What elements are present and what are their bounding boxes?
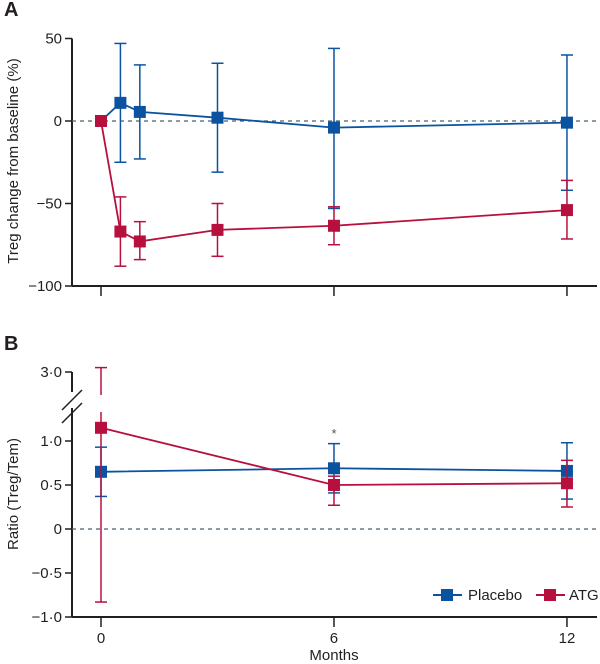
panel-b-y-tick-label: 1·0 xyxy=(40,433,62,450)
panel-a-atg-marker xyxy=(327,219,340,232)
panel-a-atg-marker xyxy=(560,204,573,217)
panel-b-x-tick-label: 6 xyxy=(330,630,338,647)
panel-a-placebo-marker xyxy=(114,96,127,109)
legend: Placebo ATG xyxy=(433,587,599,604)
panel-a-placebo-marker xyxy=(327,121,340,134)
panel-b-atg-marker xyxy=(327,479,340,491)
panel-b-x-tick-label: 0 xyxy=(97,630,105,647)
panel-b-y-tick-label: 0 xyxy=(54,521,62,538)
panel-a-placebo-marker xyxy=(133,105,146,118)
panel-a-y-tick-label: −50 xyxy=(37,196,62,213)
legend-atg-marker xyxy=(544,589,556,601)
significance-asterisk: * xyxy=(331,426,336,441)
panel-b-y-tick-label: −1·0 xyxy=(32,609,62,626)
axis-break-mark xyxy=(61,389,83,411)
panel-a-y-tick-label: 0 xyxy=(54,113,62,130)
panel-b-label: B xyxy=(4,333,18,355)
panel-a-y-axis-title: Treg change from baseline (%) xyxy=(5,58,22,263)
panel-a-atg-marker xyxy=(114,225,127,238)
panel-a-label: A xyxy=(4,0,18,21)
panel-a-atg-line xyxy=(100,120,568,243)
panel-b-y-tick-label: 3·0 xyxy=(40,364,62,381)
x-axis-title: Months xyxy=(309,647,358,664)
panel-a-atg-marker xyxy=(211,223,224,236)
panel-a-y-tick-label: −100 xyxy=(28,278,62,295)
panel-b-y-tick-label: 0·5 xyxy=(40,477,62,494)
panel-b-y-tick-label: −0·5 xyxy=(32,565,62,582)
panel-a-atg-marker xyxy=(95,115,107,127)
axis-break-mark xyxy=(61,402,83,424)
panel-b-y-axis-title: Ratio (Treg/Tem) xyxy=(5,438,22,550)
panel-a-placebo-marker xyxy=(211,111,224,124)
panel-a-y-tick-label: 50 xyxy=(45,31,62,48)
legend-atg-label: ATG xyxy=(569,587,599,604)
panel-a-placebo-marker xyxy=(560,116,573,129)
panel-a-atg-marker xyxy=(133,235,146,248)
panel-b-x-tick-label: 12 xyxy=(559,630,576,647)
legend-placebo-marker xyxy=(441,589,453,601)
panel-b-atg-marker xyxy=(95,421,107,434)
panel-b-atg-marker xyxy=(560,477,573,490)
panel-b-placebo-marker xyxy=(327,462,340,475)
legend-placebo-label: Placebo xyxy=(468,587,522,604)
